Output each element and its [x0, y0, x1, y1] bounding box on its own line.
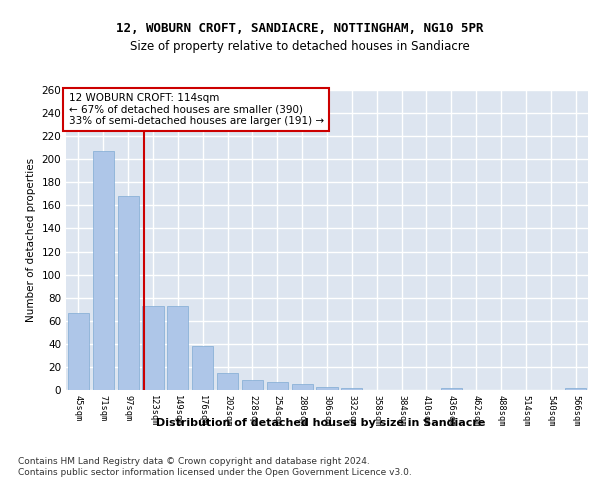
Bar [118, 196, 139, 390]
Bar [441, 388, 462, 390]
Y-axis label: Number of detached properties: Number of detached properties [26, 158, 36, 322]
Text: Size of property relative to detached houses in Sandiacre: Size of property relative to detached ho… [130, 40, 470, 53]
Bar [192, 346, 213, 390]
Bar [565, 388, 586, 390]
Bar [267, 382, 288, 390]
Text: Contains HM Land Registry data © Crown copyright and database right 2024.
Contai: Contains HM Land Registry data © Crown c… [18, 458, 412, 477]
Bar [242, 380, 263, 390]
Bar [93, 151, 114, 390]
Bar [142, 306, 164, 390]
Bar [217, 372, 238, 390]
Bar [167, 306, 188, 390]
Text: Distribution of detached houses by size in Sandiacre: Distribution of detached houses by size … [157, 418, 485, 428]
Bar [68, 312, 89, 390]
Text: 12, WOBURN CROFT, SANDIACRE, NOTTINGHAM, NG10 5PR: 12, WOBURN CROFT, SANDIACRE, NOTTINGHAM,… [116, 22, 484, 36]
Text: 12 WOBURN CROFT: 114sqm
← 67% of detached houses are smaller (390)
33% of semi-d: 12 WOBURN CROFT: 114sqm ← 67% of detache… [68, 93, 324, 126]
Bar [292, 384, 313, 390]
Bar [316, 386, 338, 390]
Bar [341, 388, 362, 390]
